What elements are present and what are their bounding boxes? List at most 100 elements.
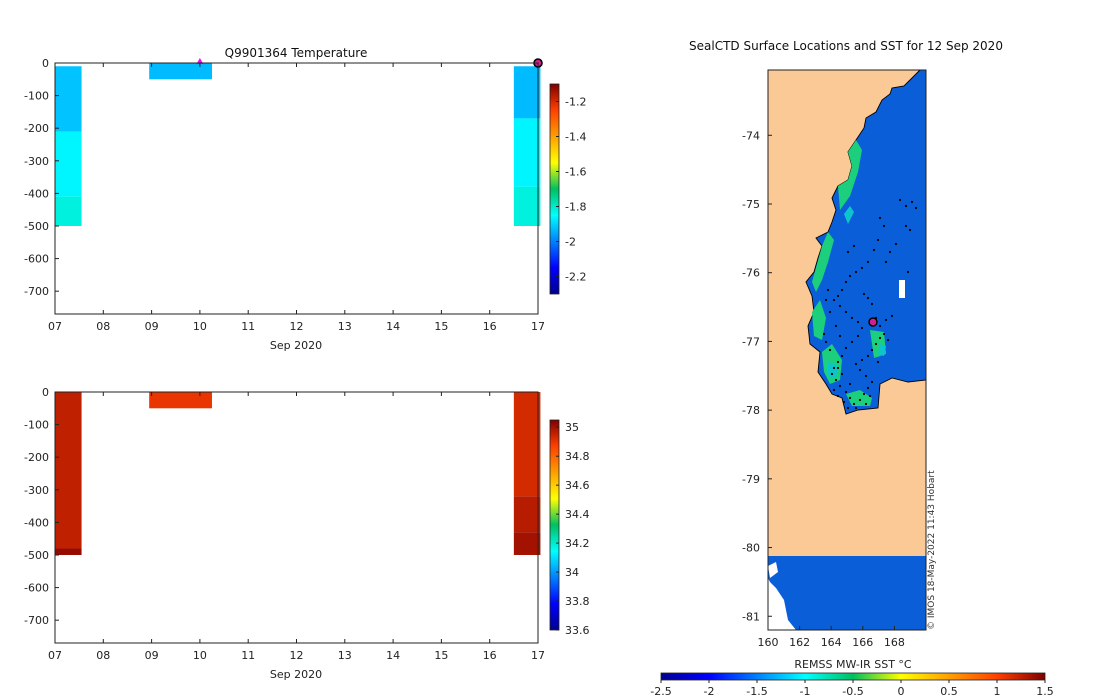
profile-1-layer-0 <box>149 392 212 409</box>
track-point <box>838 334 842 338</box>
map-y-tick-label: -79 <box>742 473 760 486</box>
track-point <box>874 342 878 346</box>
track-point <box>834 378 838 382</box>
sst-colorbar-tick-label: -1 <box>800 685 811 698</box>
map-y-tick-label: -81 <box>742 610 760 623</box>
track-point <box>844 390 848 394</box>
track-point <box>860 326 864 330</box>
map-y-tick-label: -75 <box>742 198 760 211</box>
y-tick-label: -400 <box>24 516 49 529</box>
track-point <box>878 336 882 340</box>
track-point <box>822 332 826 336</box>
colorbar-tick-label: -1.6 <box>565 166 586 179</box>
track-point <box>914 206 918 210</box>
track-point <box>848 396 852 400</box>
x-tick-label: 11 <box>241 649 255 662</box>
x-tick-label: 14 <box>386 649 400 662</box>
profile-2-layer-0 <box>513 66 541 119</box>
map-y-tick-label: -76 <box>742 267 760 280</box>
track-point <box>836 360 840 364</box>
map-y-tick-label: -80 <box>742 542 760 555</box>
track-point <box>860 358 864 362</box>
x-tick-label: 15 <box>434 320 448 333</box>
x-tick-label: 17 <box>531 649 545 662</box>
track-point <box>904 224 908 228</box>
track-point <box>868 394 872 398</box>
temperature-profiles <box>55 63 541 226</box>
track-point <box>838 384 842 388</box>
map-axes-box <box>767 69 927 631</box>
x-tick-label: 08 <box>96 320 110 333</box>
track-point <box>878 216 882 220</box>
map-panel: SealCTD Surface Locations and SST for 12… <box>650 39 1053 698</box>
colorbar-tick-label: 33.6 <box>565 624 590 637</box>
track-point <box>870 348 874 352</box>
track-point <box>840 354 844 358</box>
salinity-xlabel: Sep 2020 <box>270 668 322 681</box>
track-point <box>890 314 894 318</box>
y-tick-label: -500 <box>24 549 49 562</box>
colorbar-tick-label: -2.2 <box>565 271 586 284</box>
x-tick-label: 17 <box>531 320 545 333</box>
profile-0-layer-0 <box>55 66 82 132</box>
temperature-title: Q9901364 Temperature <box>225 46 368 60</box>
map-x-tick-label: 160 <box>758 636 779 649</box>
map-x-tick-label: 166 <box>852 636 873 649</box>
y-tick-label: -700 <box>24 285 49 298</box>
profile-2-layer-1 <box>513 118 541 187</box>
temperature-xlabel: Sep 2020 <box>270 339 322 352</box>
track-point <box>838 304 842 308</box>
map-nodata-south <box>768 562 778 578</box>
x-tick-label: 10 <box>193 320 207 333</box>
track-point <box>854 362 858 366</box>
track-point <box>844 346 848 350</box>
profile-2-layer-2 <box>513 186 541 226</box>
track-point <box>842 400 846 404</box>
profile-0-layer-1 <box>55 548 82 555</box>
sst-colorbar-tick-label: -0.5 <box>842 685 863 698</box>
track-point <box>854 270 858 274</box>
track-point <box>836 294 840 298</box>
track-point <box>844 280 848 284</box>
colorbar-tick-label: 34.4 <box>565 508 590 521</box>
y-tick-label: -100 <box>24 419 49 432</box>
colorbar-tick-label: 35 <box>565 421 579 434</box>
seal-track <box>822 198 918 410</box>
track-point <box>866 260 870 264</box>
x-tick-label: 12 <box>290 320 304 333</box>
colorbar-tick-label: 34 <box>565 566 579 579</box>
track-point <box>836 394 840 398</box>
track-point <box>854 406 858 410</box>
sst-colorbar-tick-label: 0.5 <box>940 685 958 698</box>
x-tick-label: 07 <box>48 649 62 662</box>
track-point <box>870 380 874 384</box>
x-tick-label: 09 <box>145 649 159 662</box>
colorbar-tick-label: 34.2 <box>565 537 590 550</box>
salinity-colorbar-ticks: 35 34.8 34.6 34.4 34.2 34 33.8 33.6 <box>556 421 590 637</box>
track-point <box>866 296 870 300</box>
track-point <box>850 316 854 320</box>
map-title: SealCTD Surface Locations and SST for 12… <box>689 39 1003 53</box>
x-tick-label: 09 <box>145 320 159 333</box>
track-point <box>856 334 860 338</box>
track-point <box>828 348 832 352</box>
track-point <box>848 274 852 278</box>
imos-credit: © IMOS 18-May-2022 11:43 Hobart <box>927 470 937 630</box>
map-y-tick-label: -78 <box>742 404 760 417</box>
temperature-colorbar-ticks: -1.2 -1.4 -1.6 -1.8 -2 -2.2 <box>556 96 586 284</box>
current-position-marker <box>868 317 878 327</box>
track-point <box>860 266 864 270</box>
map-y-tick-label: -74 <box>742 129 760 142</box>
track-point <box>858 398 862 402</box>
salinity-axes: 07 08 09 10 11 12 13 14 15 16 17 0 -100 -200 -300 -400 -… <box>24 386 545 662</box>
colorbar-tick-label: -1.4 <box>565 131 586 144</box>
sst-colorbar-tick-label: -2.5 <box>650 685 671 698</box>
y-tick-label: -500 <box>24 220 49 233</box>
track-point <box>864 374 868 378</box>
track-point <box>848 382 852 386</box>
track-point <box>828 310 832 314</box>
x-tick-label: 14 <box>386 320 400 333</box>
y-tick-label: -600 <box>24 582 49 595</box>
y-tick-label: 0 <box>42 386 49 399</box>
map-axes: 160 162 164 166 168 -74 -75 -76 -77 -78 -79 -80 -81 <box>742 129 905 649</box>
